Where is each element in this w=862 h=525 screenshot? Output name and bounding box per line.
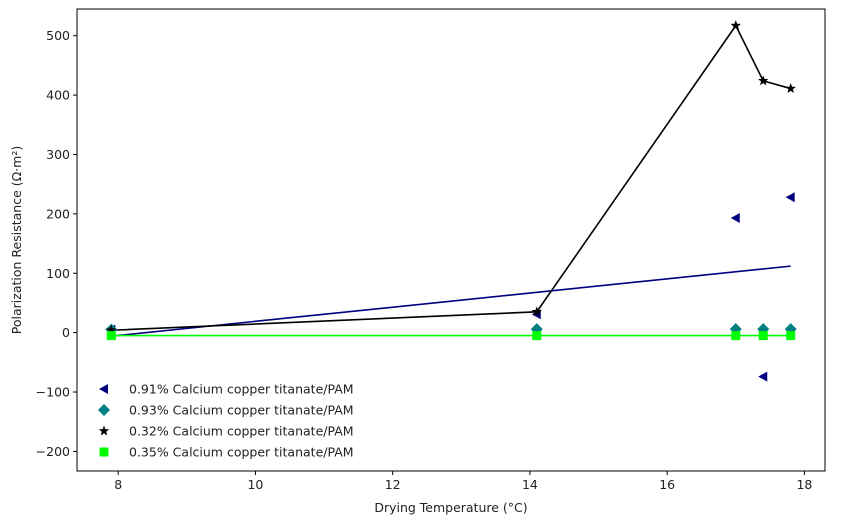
series-2-line bbox=[111, 24, 791, 332]
series-3-point bbox=[758, 331, 768, 341]
y-tick-label: 200 bbox=[46, 206, 70, 221]
legend-label-3: 0.35% Calcium copper titanate/PAM bbox=[129, 445, 354, 460]
plot-area bbox=[105, 20, 797, 382]
series-2-point bbox=[730, 20, 742, 31]
x-tick-label: 10 bbox=[247, 477, 263, 492]
series-0-fit-line bbox=[111, 265, 791, 337]
y-tick-label: −200 bbox=[36, 444, 70, 459]
x-tick-label: 14 bbox=[522, 477, 538, 492]
series-0-point bbox=[785, 192, 795, 203]
series-0-point bbox=[730, 213, 740, 224]
y-axis-label: Polarization Resistance (Ω·m²) bbox=[9, 146, 24, 334]
series-0-point bbox=[758, 371, 768, 382]
x-tick-label: 12 bbox=[385, 477, 401, 492]
legend-marker-3 bbox=[99, 447, 109, 457]
series-3-point bbox=[786, 331, 796, 341]
legend: 0.91% Calcium copper titanate/PAM 0.93% C… bbox=[98, 382, 354, 460]
legend-marker-0 bbox=[99, 384, 108, 394]
legend-marker-2 bbox=[98, 425, 110, 436]
series-2-point bbox=[531, 306, 543, 317]
legend-label-0: 0.91% Calcium copper titanate/PAM bbox=[129, 382, 354, 397]
legend-marker-1 bbox=[98, 404, 110, 416]
series-2-point bbox=[106, 324, 117, 335]
series-3-point bbox=[532, 331, 542, 341]
y-tick-label: −100 bbox=[36, 385, 70, 400]
y-tick-label: 0 bbox=[62, 325, 70, 340]
x-tick-label: 18 bbox=[796, 477, 812, 492]
legend-label-2: 0.32% Calcium copper titanate/PAM bbox=[129, 424, 354, 439]
series-2-point bbox=[758, 75, 769, 86]
x-tick-label: 8 bbox=[114, 477, 122, 492]
series-3-point bbox=[731, 331, 741, 341]
y-tick-label: 500 bbox=[46, 28, 70, 43]
y-tick-label: 300 bbox=[46, 147, 70, 162]
series-2-point bbox=[785, 83, 796, 94]
y-tick-label: 400 bbox=[46, 88, 70, 103]
plot-frame bbox=[76, 8, 826, 472]
series-3-point bbox=[106, 331, 116, 341]
x-axis-label: Drying Temperature (°C) bbox=[374, 500, 527, 515]
x-tick-label: 16 bbox=[659, 477, 675, 492]
legend-label-1: 0.93% Calcium copper titanate/PAM bbox=[129, 403, 354, 418]
y-tick-label: 100 bbox=[46, 266, 70, 281]
axes: 8 10 12 14 16 18 −200 −100 0 100 200 300 400 500 bbox=[36, 8, 826, 492]
